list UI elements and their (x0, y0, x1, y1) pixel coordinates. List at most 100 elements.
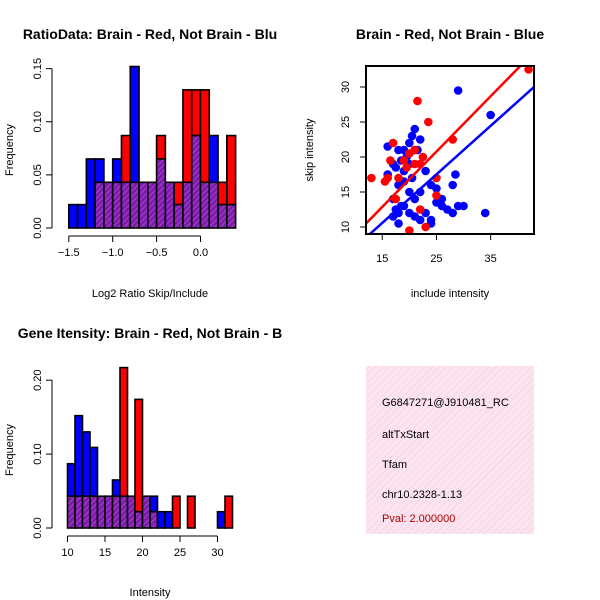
scatter-ylabel: skip intensity (304, 118, 316, 181)
scatter-point-brain-2 (383, 173, 392, 183)
scatter-point-brain-21 (418, 152, 428, 162)
ratio-bar-not-brain-3 (94, 158, 105, 184)
info-panel: G6847271@J910481_RC altTxStart Tfam chr1… (366, 366, 534, 534)
ratio-bar-overlap-16 (208, 181, 219, 229)
intensity-bar-overlap-2 (81, 495, 91, 529)
ratio-bar-not-brain-2 (85, 158, 96, 229)
scatter-fit-line-brain (366, 66, 523, 225)
ratio-histogram-bars (67, 65, 237, 229)
ratio-bar-brain-14 (190, 89, 202, 137)
scatter-point-not-brain-31 (451, 170, 460, 179)
ratio-y-tick-label-3: 0.15 (32, 58, 44, 79)
ratio-bar-overlap-9 (147, 181, 158, 229)
ratio-x-tick-label-3: 0.0 (193, 247, 208, 259)
intensity-x-tick-label-1: 15 (99, 547, 111, 559)
scatter-point-not-brain-32 (480, 208, 490, 218)
intensity-bar-overlap-0 (66, 495, 76, 529)
scatter-point-brain-3 (386, 156, 395, 165)
intensity-x-tick-label-3: 25 (174, 547, 186, 559)
scatter-point-not-brain-7 (405, 138, 414, 148)
scatter-y-tick-label-0: 10 (340, 221, 352, 233)
intensity-y-tick-label-0: 0.00 (32, 517, 44, 538)
ratio-histogram-title: RatioData: Brain - Red, Not Brain - Blu (23, 26, 277, 42)
intensity-histogram-bars (66, 366, 234, 529)
ratio-bar-overlap-8 (138, 181, 149, 229)
scatter-point-not-brain-43 (415, 135, 425, 144)
scatter-point-brain-11 (424, 117, 433, 127)
ratio-bar-overlap-11 (164, 181, 175, 229)
intensity-bar-overlap-3 (89, 495, 99, 529)
intensity-bar-not-brain-1 (74, 414, 84, 498)
scatter-point-not-brain-30 (448, 180, 458, 190)
ratio-bar-overlap-15 (199, 181, 211, 229)
ratio-x-tick-label-0: −1.5 (58, 247, 80, 259)
ratio-bar-brain-17 (217, 181, 228, 206)
info-location: chr10.2328-1.13 (382, 489, 462, 501)
scatter-point-brain-5 (394, 173, 403, 183)
scatter-x-tick-label-1: 25 (430, 253, 442, 265)
intensity-histogram-title: Gene Itensity: Brain - Red, Not Brain - … (18, 325, 282, 341)
ratio-bar-overlap-12 (173, 203, 184, 229)
ratio-bar-brain-13 (182, 89, 193, 184)
scatter-y-tick-label-2: 20 (340, 151, 352, 163)
ratio-y-tick-label-1: 0.05 (32, 164, 44, 185)
intensity-histogram-axes: 10 15 20 25 30 0.00 0.10 0.20 (32, 369, 224, 559)
ratio-bar-not-brain-1 (76, 203, 88, 229)
scatter-point-not-brain-9 (410, 124, 420, 134)
intensity-bar-overlap-5 (104, 495, 114, 529)
intensity-histogram-panel: Gene Itensity: Brain - Red, Not Brain - … (4, 325, 282, 599)
scatter-point-brain-16 (432, 191, 441, 200)
intensity-bar-overlap-8 (126, 495, 136, 529)
intensity-bar-not-brain-16 (216, 510, 226, 529)
scatter-point-brain-14 (405, 226, 414, 234)
scatter-point-not-brain-33 (486, 110, 495, 120)
ratio-histogram-axes: −1.5 −1.0 −0.5 0.0 0.00 0.05 0.10 0.15 (32, 58, 208, 259)
ratio-bar-brain-18 (226, 134, 237, 206)
intensity-y-tick-label-2: 0.20 (32, 369, 44, 390)
intensity-bar-not-brain-11 (149, 495, 159, 513)
scatter-marks (365, 65, 535, 235)
ratio-bar-not-brain-5 (111, 158, 123, 184)
ratio-bar-brain-6 (120, 134, 132, 184)
scatter-point-brain-0 (367, 173, 376, 183)
intensity-bar-brain-15 (186, 495, 196, 529)
ratio-histogram-ylabel: Frequency (4, 124, 16, 176)
intensity-x-tick-label-4: 30 (211, 547, 223, 559)
ratio-bar-overlap-13 (182, 181, 193, 229)
intensity-bar-brain-17 (224, 495, 234, 529)
scatter-point-not-brain-37 (432, 184, 441, 193)
intensity-bar-overlap-10 (141, 495, 151, 529)
scatter-y-tick-label-1: 15 (340, 186, 352, 198)
scatter-y-tick-label-3: 25 (340, 116, 352, 128)
scatter-point-brain-6 (399, 156, 409, 165)
scatter-point-not-brain-29 (459, 201, 468, 211)
intensity-bar-not-brain-6 (111, 479, 121, 498)
scatter-xlabel: include intensity (411, 288, 490, 300)
scatter-point-not-brain-2 (391, 163, 401, 172)
ratio-bar-not-brain-7 (129, 65, 140, 184)
ratio-x-tick-label-1: −1.0 (102, 247, 124, 259)
ratio-bar-overlap-3 (94, 181, 105, 229)
intensity-histogram-ylabel: Frequency (4, 424, 16, 476)
intensity-bar-overlap-4 (96, 495, 106, 529)
ratio-bar-overlap-5 (111, 181, 123, 229)
scatter-point-brain-19 (524, 66, 533, 74)
ratio-bar-overlap-7 (129, 181, 140, 229)
intensity-y-tick-label-1: 0.10 (32, 443, 44, 464)
intensity-bar-overlap-1 (74, 495, 84, 529)
intensity-bar-not-brain-13 (164, 510, 174, 529)
ratio-bar-brain-12 (173, 181, 184, 206)
scatter-x-tick-label-0: 15 (376, 253, 388, 265)
scatter-point-brain-12 (415, 205, 425, 214)
intensity-bar-not-brain-3 (89, 446, 99, 498)
scatter-y-tick-label-4: 30 (340, 81, 352, 93)
ratio-histogram-xlabel: Log2 Ratio Skip/Include (92, 288, 208, 300)
intensity-histogram-xlabel: Intensity (130, 587, 171, 599)
intensity-bar-overlap-9 (134, 510, 144, 529)
info-probe-id: G6847271@J910481_RC (382, 397, 509, 409)
scatter-point-not-brain-21 (415, 215, 425, 225)
scatter-point-brain-20 (402, 163, 411, 172)
scatter-point-not-brain-27 (448, 208, 458, 218)
ratio-bar-not-brain-16 (208, 134, 219, 184)
